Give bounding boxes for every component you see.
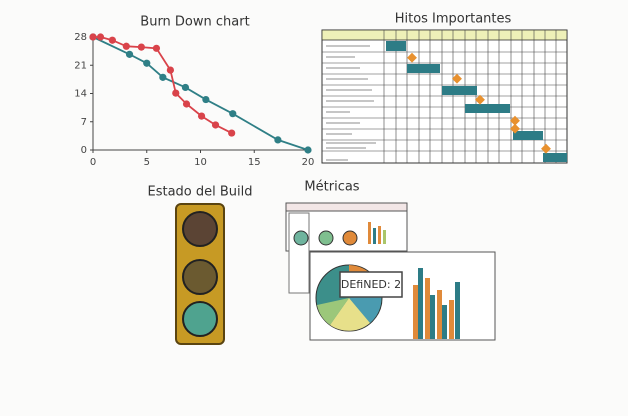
metrics-callout: DEfiNED: 2 [341, 278, 401, 291]
milestones-title: Hitos Importantes [395, 12, 512, 27]
data-point [96, 33, 105, 41]
x-tick-label: 10 [194, 157, 207, 168]
data-point [137, 43, 145, 51]
y-tick-label: 21 [74, 60, 87, 71]
gantt [321, 29, 568, 164]
build-title: Estado del Build [147, 185, 252, 200]
y-tick-label: 0 [81, 145, 87, 156]
y-tick-label: 7 [81, 117, 87, 128]
data-point [228, 129, 236, 137]
data-point [172, 89, 180, 97]
y-tick-label: 28 [74, 32, 87, 43]
data-point [304, 146, 312, 154]
burndown-chart: 0 7 14 21 28 0 5 10 15 20 [74, 32, 314, 168]
data-point [181, 83, 190, 92]
x-tick-label: 0 [90, 157, 96, 168]
traffic-light [175, 203, 225, 345]
data-point [274, 136, 282, 144]
data-point [229, 110, 237, 118]
data-point [166, 66, 174, 74]
metrics-windows: DEfiNED: 2 [285, 202, 496, 341]
data-point [89, 33, 97, 41]
x-tick-label: 15 [248, 157, 261, 168]
data-point [197, 112, 206, 120]
data-point [152, 44, 161, 52]
data-point [159, 73, 167, 81]
burndown-title: Burn Down chart [140, 15, 249, 30]
metrics-title: Métricas [304, 180, 359, 195]
data-point [211, 121, 220, 129]
data-point [202, 95, 210, 104]
y-tick-label: 14 [74, 89, 87, 100]
data-point [182, 100, 191, 108]
data-point [125, 50, 134, 58]
data-point [122, 42, 130, 50]
data-point [108, 36, 116, 44]
x-tick-label: 5 [144, 157, 150, 168]
data-point [143, 59, 151, 67]
x-tick-label: 20 [302, 157, 315, 168]
